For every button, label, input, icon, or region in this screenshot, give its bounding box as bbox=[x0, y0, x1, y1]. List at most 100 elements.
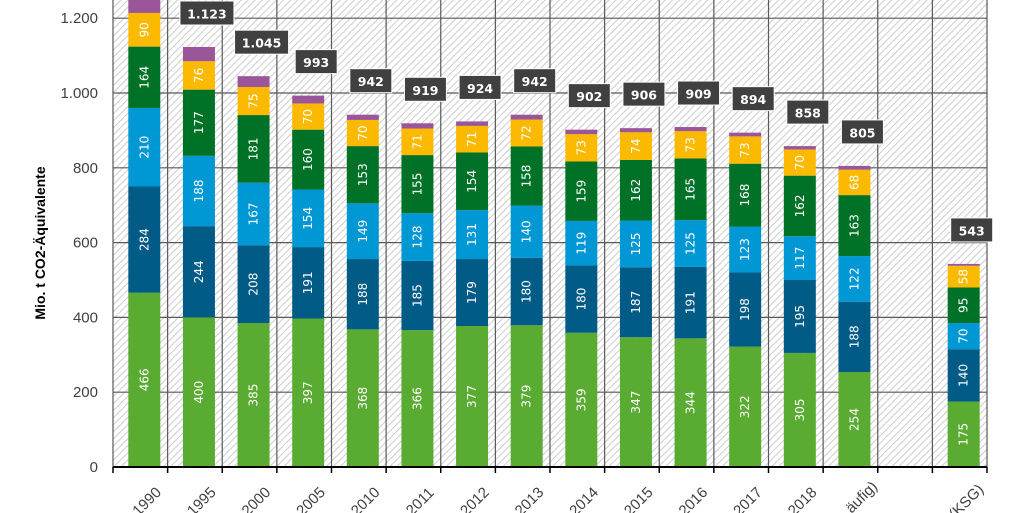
segment-value-label: 140 bbox=[957, 364, 971, 387]
bar-segment bbox=[619, 337, 652, 467]
segment-value-label: 160 bbox=[301, 148, 315, 171]
bar-segment bbox=[456, 210, 489, 260]
segment-value-label: 210 bbox=[137, 136, 151, 159]
bar-stack: 254 188 122 163 68 805 bbox=[838, 119, 884, 467]
bar-segment bbox=[128, 46, 161, 108]
bar-segment bbox=[838, 372, 871, 467]
total-label-box bbox=[840, 119, 884, 145]
segment-value-label: 159 bbox=[574, 180, 588, 203]
segment-value-label: 191 bbox=[301, 271, 315, 294]
bar-segment bbox=[292, 129, 325, 190]
bar-segment bbox=[237, 323, 270, 467]
bar-segment bbox=[346, 259, 379, 330]
segment-value-label: 366 bbox=[410, 387, 424, 410]
bar-segment bbox=[674, 158, 707, 221]
total-label: 906 bbox=[631, 88, 657, 103]
bar-segment bbox=[128, 186, 161, 293]
bar-segment bbox=[401, 128, 434, 156]
bar-segment bbox=[619, 159, 652, 221]
total-label-box bbox=[731, 86, 775, 112]
bar-segment bbox=[237, 76, 270, 88]
bar-segment bbox=[237, 115, 270, 183]
segment-value-label: 379 bbox=[520, 385, 534, 408]
bar-segment bbox=[947, 401, 980, 467]
x-tick-label: 1990 bbox=[129, 484, 165, 513]
total-label-box bbox=[349, 68, 393, 94]
total-label-box bbox=[294, 49, 338, 75]
bar-segment bbox=[783, 175, 816, 237]
segment-value-label: 90 bbox=[137, 22, 151, 37]
bar-segment bbox=[619, 132, 652, 160]
bar-segment bbox=[565, 332, 598, 467]
segment-value-label: 117 bbox=[793, 247, 807, 270]
bar-segment bbox=[292, 103, 325, 130]
bar-stack: 400 244 188 177 76 1.123 bbox=[179, 0, 235, 467]
bar-segment bbox=[510, 114, 543, 120]
y-tick-label: 0 bbox=[90, 459, 98, 476]
segment-value-label: 400 bbox=[192, 381, 206, 404]
bar-segment bbox=[947, 349, 980, 402]
segment-value-label: 70 bbox=[301, 109, 315, 124]
segment-value-label: 70 bbox=[356, 125, 370, 140]
segment-value-label: 70 bbox=[793, 155, 807, 170]
segment-value-label: 149 bbox=[356, 220, 370, 243]
segment-value-label: 177 bbox=[192, 111, 206, 134]
total-label: 858 bbox=[795, 106, 821, 121]
bar-segment bbox=[292, 318, 325, 467]
bars: 466 284 210 164 90 400 244 188 177 76 1.123 385 208 1… bbox=[128, 0, 994, 467]
y-tick-label: 800 bbox=[73, 160, 98, 177]
bar-segment bbox=[565, 134, 598, 162]
bar-segment bbox=[292, 189, 325, 248]
bar-segment bbox=[674, 131, 707, 159]
segment-value-label: 154 bbox=[465, 170, 479, 193]
y-tick-label: 1.000 bbox=[60, 85, 98, 102]
segment-value-label: 153 bbox=[356, 163, 370, 186]
segment-value-label: 131 bbox=[465, 223, 479, 246]
segment-value-label: 188 bbox=[356, 283, 370, 306]
total-label: 924 bbox=[467, 81, 493, 96]
bar-segment bbox=[729, 346, 762, 467]
segment-value-label: 122 bbox=[847, 267, 861, 290]
bar-stack: 368 188 149 153 70 942 bbox=[346, 68, 393, 467]
bar-segment bbox=[346, 203, 379, 260]
segment-value-label: 164 bbox=[137, 66, 151, 89]
segment-value-label: 74 bbox=[629, 138, 643, 153]
segment-value-label: 254 bbox=[847, 408, 861, 431]
bar-segment bbox=[292, 247, 325, 319]
bar-segment bbox=[619, 128, 652, 133]
bar-segment bbox=[401, 123, 434, 129]
y-tick-label: 600 bbox=[73, 235, 98, 252]
bar-stack: 366 185 128 155 71 919 bbox=[401, 76, 447, 467]
bar-segment bbox=[346, 114, 379, 120]
bar-segment bbox=[947, 287, 980, 324]
bar-segment bbox=[729, 226, 762, 273]
total-label-box bbox=[567, 83, 611, 109]
total-label-box bbox=[513, 68, 557, 94]
bar-stack: 379 180 140 158 72 942 bbox=[510, 68, 557, 467]
bar-segment bbox=[237, 182, 270, 246]
segment-value-label: 185 bbox=[410, 284, 424, 307]
bar-stack: 397 191 154 160 70 993 bbox=[292, 49, 338, 467]
bar-segment bbox=[838, 301, 871, 373]
bar-segment bbox=[674, 127, 707, 132]
x-tick-label: 2015 bbox=[621, 484, 657, 513]
x-tick-label: (KSG) bbox=[946, 481, 987, 513]
bar-segment bbox=[182, 61, 215, 90]
bar-segment bbox=[783, 236, 816, 280]
segment-value-label: 125 bbox=[684, 232, 698, 255]
total-label: 919 bbox=[412, 83, 438, 98]
segment-value-label: 180 bbox=[574, 288, 588, 311]
bar-segment bbox=[674, 220, 707, 267]
bar-segment bbox=[510, 257, 543, 326]
bar-segment bbox=[346, 119, 379, 147]
y-tick-label: 400 bbox=[73, 309, 98, 326]
bar-segment bbox=[292, 95, 325, 104]
bar-segment bbox=[838, 165, 871, 170]
total-label-box bbox=[458, 74, 502, 100]
segment-value-label: 181 bbox=[247, 137, 261, 160]
bar-segment bbox=[838, 169, 871, 196]
bar-stack: 305 195 117 162 70 858 bbox=[783, 99, 830, 467]
segment-value-label: 70 bbox=[957, 328, 971, 343]
segment-value-label: 123 bbox=[738, 238, 752, 261]
segment-value-label: 198 bbox=[738, 298, 752, 321]
